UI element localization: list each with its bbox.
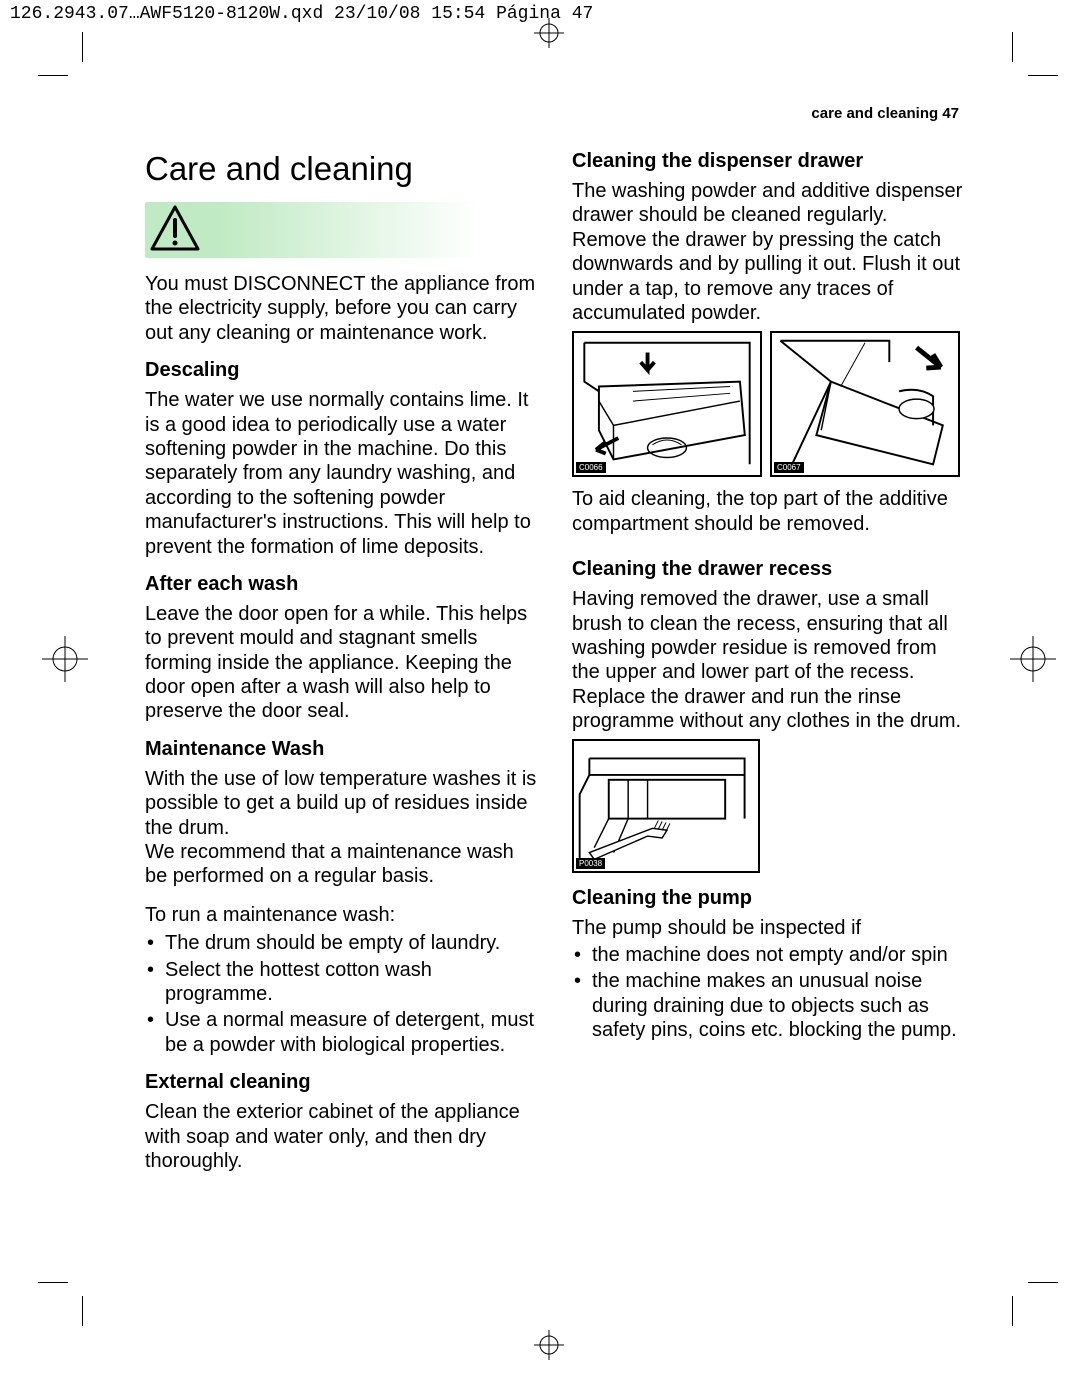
pump-paragraph: The pump should be inspected if bbox=[572, 916, 965, 940]
recess-p2: Replace the drawer and run the rinse pro… bbox=[572, 685, 965, 734]
crop-mark bbox=[82, 1296, 83, 1326]
list-item: Use a normal measure of detergent, must … bbox=[163, 1008, 538, 1057]
maintenance-p2: We recommend that a maintenance wash be … bbox=[145, 840, 538, 889]
running-head-page: 47 bbox=[942, 105, 959, 122]
dispenser-p2: Remove the drawer by pressing the catch … bbox=[572, 228, 965, 326]
drawer-flush-svg bbox=[772, 333, 958, 475]
crop-mark bbox=[1012, 32, 1013, 62]
page-title: Care and cleaning bbox=[145, 150, 538, 188]
crop-mark bbox=[1028, 75, 1058, 76]
illustration-tag: C0067 bbox=[774, 462, 804, 473]
crop-mark bbox=[1012, 1296, 1013, 1326]
drawer-remove-svg bbox=[574, 333, 760, 475]
content-area: care and cleaning 47 Care and cleaning Y… bbox=[145, 105, 965, 1187]
after-wash-heading: After each wash bbox=[145, 573, 538, 596]
dispenser-p1: The washing powder and additive dispense… bbox=[572, 179, 965, 228]
descaling-heading: Descaling bbox=[145, 359, 538, 382]
page: 126.2943.07…AWF5120-8120W.qxd 23/10/08 1… bbox=[0, 0, 1080, 1386]
list-item: The drum should be empty of laundry. bbox=[163, 931, 538, 955]
maintenance-wash-heading: Maintenance Wash bbox=[145, 738, 538, 761]
right-column: Cleaning the dispenser drawer The washin… bbox=[572, 150, 965, 1187]
illustration-drawer-flush: C0067 bbox=[770, 331, 960, 477]
illustration-recess-brush: P0038 bbox=[572, 739, 760, 873]
intro-paragraph: You must DISCONNECT the appliance from t… bbox=[145, 272, 538, 345]
recess-brush-svg bbox=[574, 741, 758, 871]
running-head: care and cleaning 47 bbox=[145, 105, 965, 122]
after-wash-paragraph: Leave the door open for a while. This he… bbox=[145, 602, 538, 724]
registration-mark-left bbox=[42, 636, 88, 682]
registration-mark-right bbox=[1010, 636, 1056, 682]
warning-gradient bbox=[145, 202, 538, 258]
dispenser-heading: Cleaning the dispenser drawer bbox=[572, 150, 965, 173]
warning-banner bbox=[145, 202, 538, 258]
external-cleaning-heading: External cleaning bbox=[145, 1071, 538, 1094]
list-item: the machine makes an unusual noise durin… bbox=[590, 969, 965, 1042]
crop-mark bbox=[38, 1282, 68, 1283]
dispenser-p3: To aid cleaning, the top part of the add… bbox=[572, 487, 965, 536]
registration-mark-bottom bbox=[534, 1330, 564, 1360]
illustration-drawer-remove: C0066 bbox=[572, 331, 762, 477]
list-item: the machine does not empty and/or spin bbox=[590, 943, 965, 967]
maintenance-p3: To run a maintenance wash: bbox=[145, 903, 538, 927]
illustration-tag: P0038 bbox=[576, 858, 605, 869]
list-item: Select the hottest cotton wash programme… bbox=[163, 958, 538, 1007]
recess-p1: Having removed the drawer, use a small b… bbox=[572, 587, 965, 685]
columns: Care and cleaning You must DISCONNECT th… bbox=[145, 150, 965, 1187]
maintenance-list: The drum should be empty of laundry. Sel… bbox=[145, 931, 538, 1057]
registration-mark-top bbox=[534, 18, 564, 48]
pump-list: the machine does not empty and/or spin t… bbox=[572, 943, 965, 1043]
crop-mark bbox=[82, 32, 83, 62]
external-cleaning-paragraph: Clean the exterior cabinet of the applia… bbox=[145, 1100, 538, 1173]
running-head-section: care and cleaning bbox=[811, 105, 938, 122]
pump-heading: Cleaning the pump bbox=[572, 887, 965, 910]
warning-icon bbox=[149, 204, 201, 254]
crop-mark bbox=[38, 75, 68, 76]
maintenance-p1: With the use of low temperature washes i… bbox=[145, 767, 538, 840]
recess-heading: Cleaning the drawer recess bbox=[572, 558, 965, 581]
descaling-paragraph: The water we use normally contains lime.… bbox=[145, 388, 538, 559]
illustration-row: C0066 C0067 bbox=[572, 331, 965, 477]
left-column: Care and cleaning You must DISCONNECT th… bbox=[145, 150, 538, 1187]
illustration-tag: C0066 bbox=[576, 462, 606, 473]
crop-mark bbox=[1028, 1282, 1058, 1283]
